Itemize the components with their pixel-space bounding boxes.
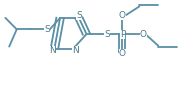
Text: S: S (44, 25, 50, 34)
Text: N: N (72, 46, 79, 55)
Text: O: O (119, 11, 126, 20)
Text: P: P (120, 30, 125, 39)
Text: S: S (76, 11, 82, 19)
Text: O: O (119, 49, 126, 58)
Text: N: N (49, 46, 56, 55)
Text: O: O (140, 30, 147, 39)
Text: S: S (104, 30, 110, 39)
